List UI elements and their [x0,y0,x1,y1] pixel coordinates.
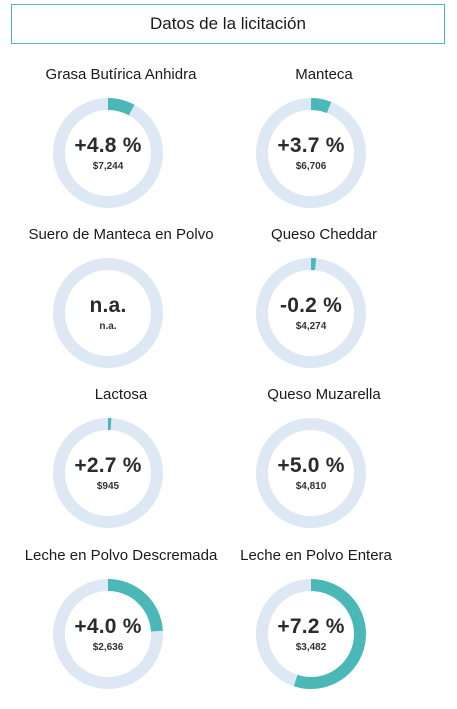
donut-gauge: +5.0 % $4,810 [255,417,367,529]
product-name: Leche en Polvo Entera [240,547,392,564]
price-value: $4,274 [295,321,327,332]
donut-gauge: +3.7 % $6,706 [255,97,367,209]
percent-change: +3.7 % [277,134,345,157]
donut-gauge: n.a. n.a. [52,257,164,369]
product-name: Leche en Polvo Descremada [24,547,218,564]
donut-gauge: +7.2 % $3,482 [255,578,367,690]
product-name: Grasa Butírica Anhidra [45,66,197,83]
price-value: $945 [96,481,120,492]
percent-change: -0.2 % [280,294,342,317]
price-value: $4,810 [295,481,327,492]
price-value: $2,636 [92,642,124,653]
donut-fill [53,579,163,689]
percent-change: +7.2 % [277,615,345,638]
percent-change: +2.7 % [74,454,142,477]
product-card: Queso Cheddar -0.2 % $4,274 [210,226,438,386]
donut-gauge: +4.0 % $2,636 [52,578,164,690]
product-card: Lactosa +2.7 % $945 [7,386,235,546]
product-card: Leche en Polvo Entera +7.2 % $3,482 [202,547,430,707]
product-card: Manteca +3.7 % $6,706 [210,66,438,226]
product-card: Queso Muzarella +5.0 % $4,810 [210,386,438,546]
donut-track [53,258,163,368]
page-title: Datos de la licitación [150,14,306,33]
product-name: Queso Cheddar [271,226,377,243]
donut-fill [256,258,366,368]
page-title-box: Datos de la licitación [11,4,445,44]
product-card: Grasa Butírica Anhidra +4.8 % $7,244 [7,66,235,226]
donut-fill [53,418,163,528]
price-value: $6,706 [295,161,327,172]
donut-track [256,418,366,528]
percent-change: +4.0 % [74,615,142,638]
donut-fill [53,98,163,208]
donut-gauge: -0.2 % $4,274 [255,257,367,369]
price-value: $3,482 [295,642,327,653]
product-name: Manteca [295,66,353,83]
price-value: $7,244 [92,161,124,172]
percent-change: n.a. [89,294,127,317]
price-value: n.a. [99,321,117,332]
percent-change: +5.0 % [277,454,345,477]
product-name: Lactosa [94,386,148,403]
donut-gauge: +2.7 % $945 [52,417,164,529]
product-card: Suero de Manteca en Polvo n.a. n.a. [7,226,235,386]
donut-fill [256,579,366,689]
product-name: Queso Muzarella [267,386,381,403]
product-card: Leche en Polvo Descremada +4.0 % $2,636 [7,547,235,707]
percent-change: +4.8 % [74,134,142,157]
product-name: Suero de Manteca en Polvo [28,226,214,243]
donut-gauge: +4.8 % $7,244 [52,97,164,209]
donut-fill [256,98,366,208]
